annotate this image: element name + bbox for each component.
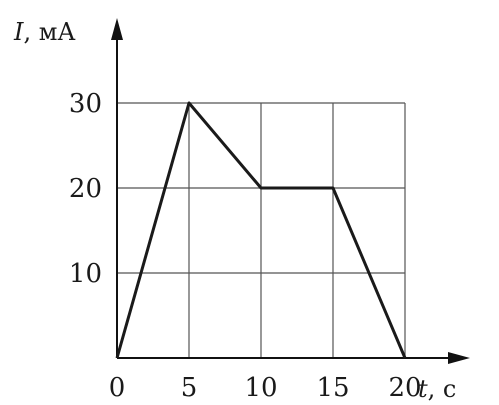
y-tick-label: 20 bbox=[69, 174, 102, 204]
series-line bbox=[115, 101, 407, 359]
grid bbox=[117, 102, 406, 358]
x-axis-symbol: t bbox=[418, 375, 428, 403]
x-tick-label: 0 bbox=[109, 373, 126, 403]
x-axis-arrow bbox=[448, 352, 470, 364]
series-layer bbox=[115, 101, 407, 359]
y-tick-label: 10 bbox=[69, 259, 102, 289]
x-tick-label: 20 bbox=[388, 373, 421, 403]
y-tick-label: 30 bbox=[69, 89, 102, 119]
x-axis-label: t, с bbox=[418, 375, 456, 403]
axes bbox=[111, 18, 470, 364]
x-axis-unit: , с bbox=[428, 375, 457, 403]
x-tick-label: 10 bbox=[244, 373, 277, 403]
x-tick-label: 5 bbox=[181, 373, 198, 403]
y-axis-arrow bbox=[111, 18, 123, 40]
y-axis-label: I, мА bbox=[13, 18, 76, 46]
x-tick-label: 15 bbox=[316, 373, 349, 403]
y-axis-symbol: I bbox=[13, 18, 24, 46]
tick-labels: 0 5 10 15 20 10 20 30 bbox=[69, 89, 422, 403]
y-axis-unit: , мА bbox=[23, 18, 75, 46]
